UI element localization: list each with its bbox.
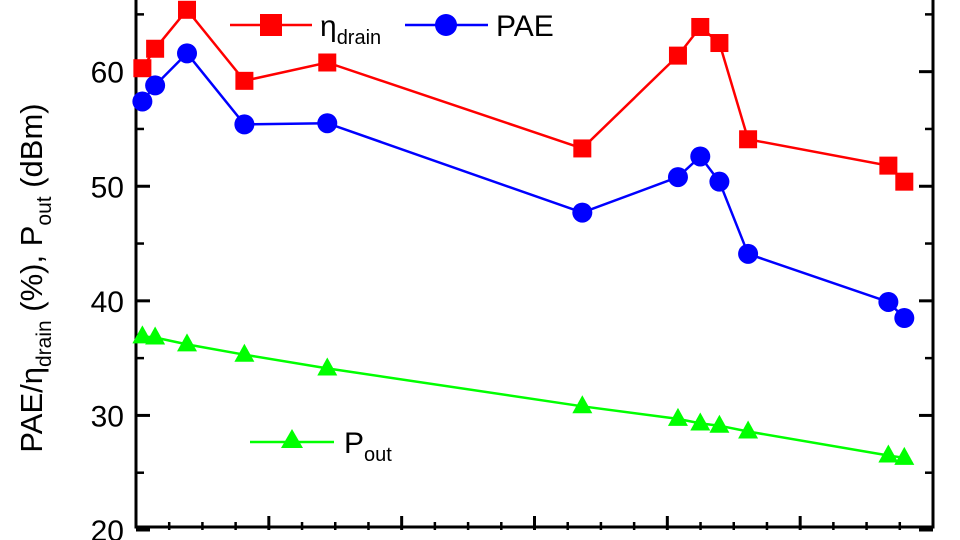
- y-axis-label: PAE/ηdrain (%), Pout (dBm): [14, 103, 56, 452]
- legend-label-eta-sub: drain: [337, 27, 381, 49]
- data-point-circle: [132, 91, 153, 112]
- series-markers: [132, 0, 915, 465]
- data-point-triangle: [878, 444, 899, 463]
- data-point-square: [879, 156, 898, 175]
- data-point-triangle: [145, 326, 166, 345]
- data-point-triangle: [177, 333, 198, 352]
- data-point-circle: [878, 291, 899, 312]
- y-tick-label: 60: [91, 57, 124, 90]
- series-line-triangle: [142, 335, 905, 460]
- y-tick-labels: 20 30 40 50 60: [91, 57, 124, 540]
- data-point-square: [668, 46, 687, 65]
- y-tick-label: 50: [91, 171, 124, 204]
- data-point-square: [146, 39, 165, 58]
- legend-item-pout: Pout: [250, 427, 392, 466]
- data-point-triangle: [738, 420, 759, 439]
- data-point-square: [739, 130, 758, 149]
- legend: ηdrain PAE Pout: [230, 10, 554, 466]
- data-point-square: [895, 172, 914, 191]
- y-tick-label: 40: [91, 286, 124, 319]
- legend-marker-pout: [281, 429, 303, 448]
- legend-marker-pae: [435, 14, 457, 36]
- data-point-circle: [667, 167, 688, 188]
- data-point-triangle: [667, 407, 688, 426]
- y-axis-label-part2: (%), P: [14, 226, 49, 321]
- data-point-square: [235, 71, 254, 90]
- legend-label-eta-drain: ηdrain: [320, 10, 381, 49]
- series-line-circle: [141, 51, 906, 319]
- data-point-triangle: [709, 414, 730, 433]
- y-axis-label-part3: (dBm): [14, 103, 49, 196]
- data-point-circle: [709, 171, 730, 192]
- data-point-square: [691, 17, 710, 36]
- data-point-circle: [572, 202, 593, 223]
- y-axis-label-sub2: out: [33, 196, 56, 225]
- data-point-circle: [234, 114, 255, 135]
- data-point-triangle: [572, 395, 593, 414]
- data-point-circle: [145, 75, 166, 96]
- data-point-triangle: [690, 412, 711, 431]
- data-point-circle: [317, 113, 338, 134]
- legend-label-pout-sub: out: [364, 444, 392, 466]
- legend-label-pout-main: P: [344, 427, 364, 460]
- legend-label-pout: Pout: [344, 427, 392, 466]
- y-axis-label-sub1: drain: [33, 320, 56, 367]
- y-tick-label: 30: [91, 400, 124, 433]
- data-point-circle: [690, 146, 711, 167]
- data-point-square: [178, 0, 197, 19]
- data-point-circle: [738, 243, 759, 264]
- data-point-triangle: [234, 343, 255, 362]
- y-tick-label: 20: [91, 515, 124, 540]
- legend-marker-eta-drain: [260, 14, 282, 36]
- series-lines: [141, 7, 906, 460]
- axis-ticks: [136, 13, 933, 532]
- data-point-triangle: [317, 357, 338, 376]
- legend-label-pae: PAE: [496, 10, 554, 43]
- legend-item-pae: PAE: [405, 10, 554, 43]
- legend-label-eta-main: η: [320, 10, 337, 43]
- legend-item-eta-drain: ηdrain: [230, 10, 381, 49]
- data-point-square: [133, 59, 152, 78]
- data-point-triangle: [894, 446, 915, 465]
- data-point-square: [573, 139, 592, 158]
- y-axis-label-part1: PAE/η: [14, 367, 49, 453]
- data-point-circle: [894, 308, 915, 329]
- data-point-triangle: [132, 325, 153, 344]
- data-point-square: [318, 53, 337, 72]
- data-point-square: [710, 34, 729, 53]
- data-point-circle: [177, 43, 198, 64]
